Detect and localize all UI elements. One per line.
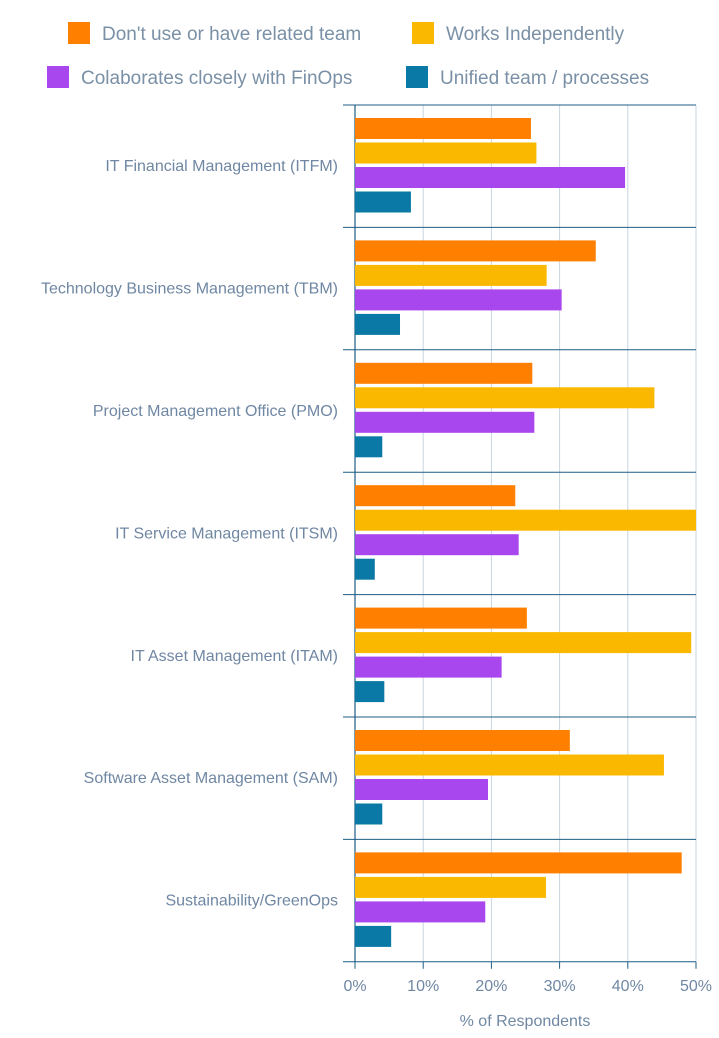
bar-unified-team-processes <box>355 191 411 213</box>
bar-unified-team-processes <box>355 313 401 335</box>
legend-label: Colaborates closely with FinOps <box>81 68 352 89</box>
x-tick-label: 50% <box>680 978 712 995</box>
bars <box>355 118 696 947</box>
bar-works-independently <box>355 632 692 654</box>
bar-colaborates-closely-with-finops <box>355 656 502 678</box>
bar-don-t-use-or-have-related-team <box>355 852 682 874</box>
bar-don-t-use-or-have-related-team <box>355 240 596 262</box>
category-label: IT Asset Management (ITAM) <box>131 648 338 665</box>
category-label: Software Asset Management (SAM) <box>84 770 338 787</box>
legend-label: Unified team / processes <box>440 68 649 89</box>
bar-unified-team-processes <box>355 436 383 458</box>
bar-colaborates-closely-with-finops <box>355 534 519 556</box>
category-label: Project Management Office (PMO) <box>93 403 338 420</box>
bar-unified-team-processes <box>355 803 383 825</box>
legend-swatch <box>68 22 90 44</box>
x-tick-label: 0% <box>343 978 366 995</box>
bar-colaborates-closely-with-finops <box>355 779 488 800</box>
x-tick-label: 40% <box>612 978 644 995</box>
bar-don-t-use-or-have-related-team <box>355 485 516 507</box>
bar-works-independently <box>355 264 547 286</box>
category-label: IT Financial Management (ITFM) <box>105 158 338 175</box>
bar-colaborates-closely-with-finops <box>355 289 562 311</box>
bar-unified-team-processes <box>355 925 392 947</box>
bar-colaborates-closely-with-finops <box>355 411 535 433</box>
bar-don-t-use-or-have-related-team <box>355 118 531 139</box>
bar-works-independently <box>355 754 664 776</box>
x-tick-label: 10% <box>407 978 439 995</box>
legend-swatch <box>412 22 434 44</box>
category-label: Technology Business Management (TBM) <box>41 281 338 298</box>
legend-label: Don't use or have related team <box>102 24 361 45</box>
legend-swatch <box>406 66 428 88</box>
category-separators <box>343 104 696 963</box>
bar-colaborates-closely-with-finops <box>355 901 486 923</box>
bar-don-t-use-or-have-related-team <box>355 362 533 384</box>
bar-works-independently <box>355 387 655 409</box>
legend-swatch <box>47 66 69 88</box>
bar-don-t-use-or-have-related-team <box>355 607 527 629</box>
legend-label: Works Independently <box>446 24 625 45</box>
bar-works-independently <box>355 876 546 898</box>
gridlines <box>354 105 697 962</box>
bar-unified-team-processes <box>355 558 375 580</box>
bar-unified-team-processes <box>355 681 385 703</box>
bar-don-t-use-or-have-related-team <box>355 730 570 751</box>
category-labels: IT Financial Management (ITFM) Technology… <box>41 158 338 909</box>
x-axis: 0% 10% 20% 30% 40% 50% <box>343 961 712 995</box>
legend: Don't use or have related team Works Inde… <box>47 22 649 89</box>
bar-colaborates-closely-with-finops <box>355 167 626 188</box>
x-tick-label: 20% <box>475 978 507 995</box>
bar-works-independently <box>355 509 696 531</box>
x-axis-title: % of Respondents <box>460 1013 591 1030</box>
category-label: Sustainability/GreenOps <box>165 893 338 910</box>
x-tick-label: 30% <box>544 978 576 995</box>
bar-works-independently <box>355 142 537 164</box>
category-label: IT Service Management (ITSM) <box>115 525 338 542</box>
